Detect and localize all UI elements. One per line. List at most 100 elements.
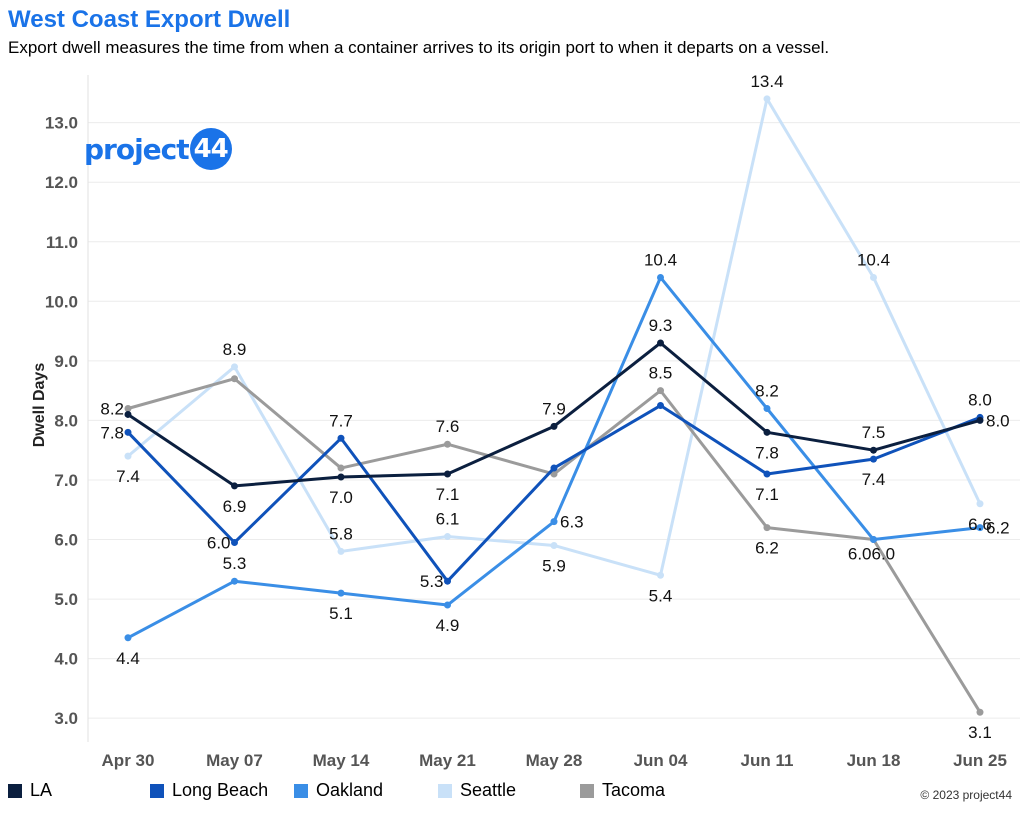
data-point-long-beach [124,428,132,436]
data-point-long-beach [231,538,238,546]
legend-label: Tacoma [602,780,666,800]
legend-swatch [150,783,164,798]
data-point-la [763,428,771,436]
data-label-la: 6.9 [223,497,247,516]
data-label-seattle: 5.4 [649,586,673,605]
data-label-oakland: 4.9 [436,616,460,635]
x-tick-label: Jun 25 [953,751,1007,770]
legend-item: Oakland [294,780,383,801]
data-point-long-beach [337,434,345,442]
data-label-long-beach: 7.1 [755,485,779,504]
y-tick-label: 3.0 [54,709,78,728]
y-tick-label: 4.0 [54,650,78,669]
x-tick-label: May 14 [313,751,370,770]
data-label-seattle: 7.4 [116,467,140,486]
data-point-la [976,416,984,424]
data-label-long-beach: 7.4 [862,470,886,489]
y-tick-label: 12.0 [45,173,78,192]
data-point-long-beach [444,577,451,585]
data-label-seattle: 10.4 [857,250,890,269]
data-label-seattle: 6.6 [968,515,992,534]
data-point-oakland [657,273,664,281]
data-label-la: 7.0 [329,488,353,507]
legend-label: Seattle [460,780,517,800]
legend-label: LA [30,780,53,800]
data-point-oakland [870,536,877,544]
data-point-oakland [976,524,984,532]
x-tick-label: Jun 11 [741,751,794,770]
data-label-tacoma: 8.5 [649,364,673,383]
data-point-seattle [337,547,345,555]
data-point-la [337,473,345,481]
data-label-oakland: 5.1 [329,604,353,623]
series-line-seattle [126,97,982,577]
data-label-long-beach: 7.7 [329,411,353,430]
project44-logo: project 44 [84,128,232,170]
data-point-oakland [337,589,345,597]
chart-subtitle: Export dwell measures the time from when… [8,38,830,57]
data-label-oakland: 6.2 [986,519,1010,538]
x-tick-label: May 28 [526,751,583,770]
data-point-seattle [976,500,984,508]
data-label-long-beach: 6.0 [207,533,231,552]
chart-legend: LA Long Beach Oakland Seattle Tacoma [8,780,708,802]
data-label-oakland: 4.4 [116,649,140,668]
data-label-tacoma: 6.0 [872,545,896,564]
series-line-oakland [126,275,982,640]
data-point-seattle [763,95,771,103]
data-label-oakland: 10.4 [644,250,677,269]
data-point-tacoma [231,375,238,383]
data-point-oakland [231,577,238,585]
data-point-tacoma [124,405,132,412]
data-point-seattle [231,363,238,371]
data-point-long-beach [657,402,664,410]
legend-item: LA [8,780,52,801]
legend-item: Seattle [438,780,516,801]
data-point-seattle [550,541,558,549]
y-tick-label: 6.0 [54,531,78,550]
x-tick-label: May 21 [419,751,476,770]
data-point-long-beach [763,470,771,478]
data-point-seattle [870,273,877,281]
data-point-oakland [444,601,451,609]
data-point-tacoma [976,708,984,716]
x-tick-label: Jun 04 [634,751,688,770]
data-point-la [870,446,877,454]
data-point-oakland [550,518,558,526]
data-point-seattle [657,571,664,579]
data-label-long-beach: 5.3 [420,572,444,591]
legend-swatch [438,783,452,798]
data-label-la: 7.5 [862,423,886,442]
data-label-tacoma: 8.2 [100,400,124,419]
data-point-seattle [124,452,132,460]
y-tick-label: 13.0 [45,114,78,133]
data-label-oakland: 5.3 [223,554,247,573]
data-point-tacoma [337,464,345,472]
data-label-la: 7.8 [755,443,779,462]
legend-swatch [8,783,22,798]
x-tick-label: Apr 30 [102,751,155,770]
data-label-seattle: 8.9 [223,340,247,359]
data-label-oakland: 6.0 [848,545,872,564]
data-point-long-beach [870,455,877,463]
y-tick-label: 5.0 [54,590,78,609]
y-tick-label: 10.0 [45,292,78,311]
data-point-long-beach [550,464,558,472]
data-point-la [657,339,664,347]
data-label-tacoma: 7.6 [436,417,460,436]
data-point-tacoma [550,470,558,478]
legend-item: Tacoma [580,780,665,801]
data-label-seattle: 5.9 [542,556,566,575]
data-point-oakland [124,634,132,642]
data-label-oakland: 8.2 [755,382,779,401]
data-label-seattle: 6.1 [436,510,460,529]
y-tick-label: 9.0 [54,352,78,371]
data-label-la: 8.0 [986,411,1010,430]
chart-title: West Coast Export Dwell [8,6,291,33]
logo-text: project [84,132,190,166]
legend-swatch [294,783,308,798]
logo-badge: 44 [189,128,232,170]
data-label-tacoma: 3.1 [968,723,992,742]
legend-label: Long Beach [172,780,269,800]
